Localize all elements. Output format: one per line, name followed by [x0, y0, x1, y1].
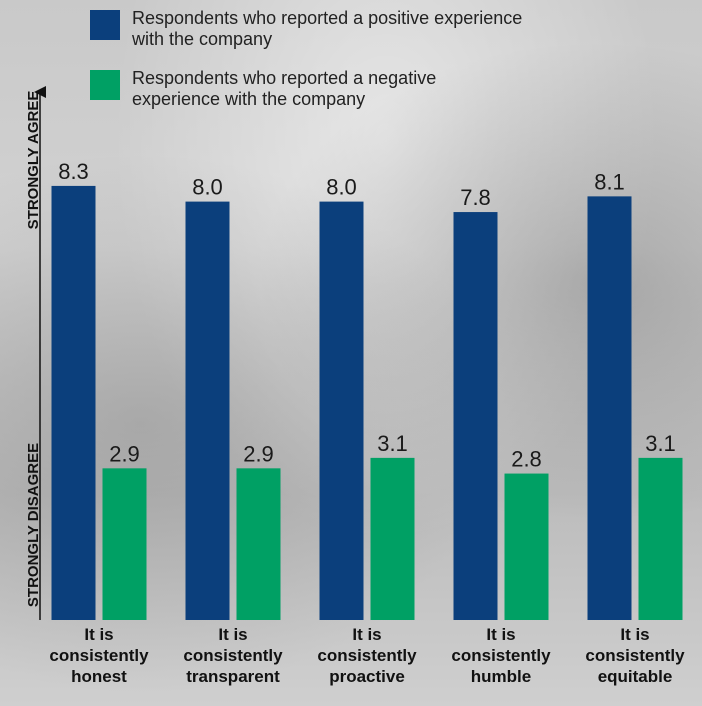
value-label: 2.9 — [109, 441, 140, 466]
legend-label: Respondents who reported a negative expe… — [132, 68, 527, 110]
value-label: 8.0 — [192, 175, 223, 200]
legend-swatch — [90, 10, 120, 40]
x-tick-label: It is — [218, 625, 247, 644]
bar — [52, 186, 96, 620]
value-label: 2.8 — [511, 447, 542, 472]
bar — [454, 212, 498, 620]
bar — [371, 458, 415, 620]
legend-swatch — [90, 70, 120, 100]
bar — [320, 202, 364, 620]
x-tick-label: consistently — [585, 646, 685, 665]
bar — [639, 458, 683, 620]
x-tick-label: equitable — [598, 667, 673, 686]
x-tick-label: humble — [471, 667, 531, 686]
bar — [505, 474, 549, 620]
value-label: 8.1 — [594, 169, 625, 194]
y-axis-bottom-label: STRONGLY DISAGREE — [25, 443, 42, 607]
value-label: 3.1 — [645, 431, 676, 456]
value-label: 7.8 — [460, 185, 491, 210]
x-tick-label: honest — [71, 667, 127, 686]
value-label: 3.1 — [377, 431, 408, 456]
x-tick-label: proactive — [329, 667, 405, 686]
chart: STRONGLY AGREE STRONGLY DISAGREE 8.3 2.9 I… — [0, 0, 702, 706]
x-tick-label: consistently — [49, 646, 149, 665]
x-tick-label: consistently — [183, 646, 283, 665]
y-axis-top-label: STRONGLY AGREE — [25, 91, 42, 230]
value-label: 2.9 — [243, 441, 274, 466]
x-tick-label: It is — [84, 625, 113, 644]
bar — [588, 196, 632, 620]
value-label: 8.0 — [326, 175, 357, 200]
x-tick-label: consistently — [451, 646, 551, 665]
bar — [237, 468, 281, 620]
x-tick-label: It is — [352, 625, 381, 644]
legend-label: Respondents who reported a positive expe… — [132, 8, 527, 50]
x-tick-label: It is — [620, 625, 649, 644]
value-label: 8.3 — [58, 159, 89, 184]
bar — [186, 202, 230, 620]
x-tick-label: consistently — [317, 646, 417, 665]
x-tick-label: transparent — [186, 667, 280, 686]
x-tick-label: It is — [486, 625, 515, 644]
bar — [103, 468, 147, 620]
